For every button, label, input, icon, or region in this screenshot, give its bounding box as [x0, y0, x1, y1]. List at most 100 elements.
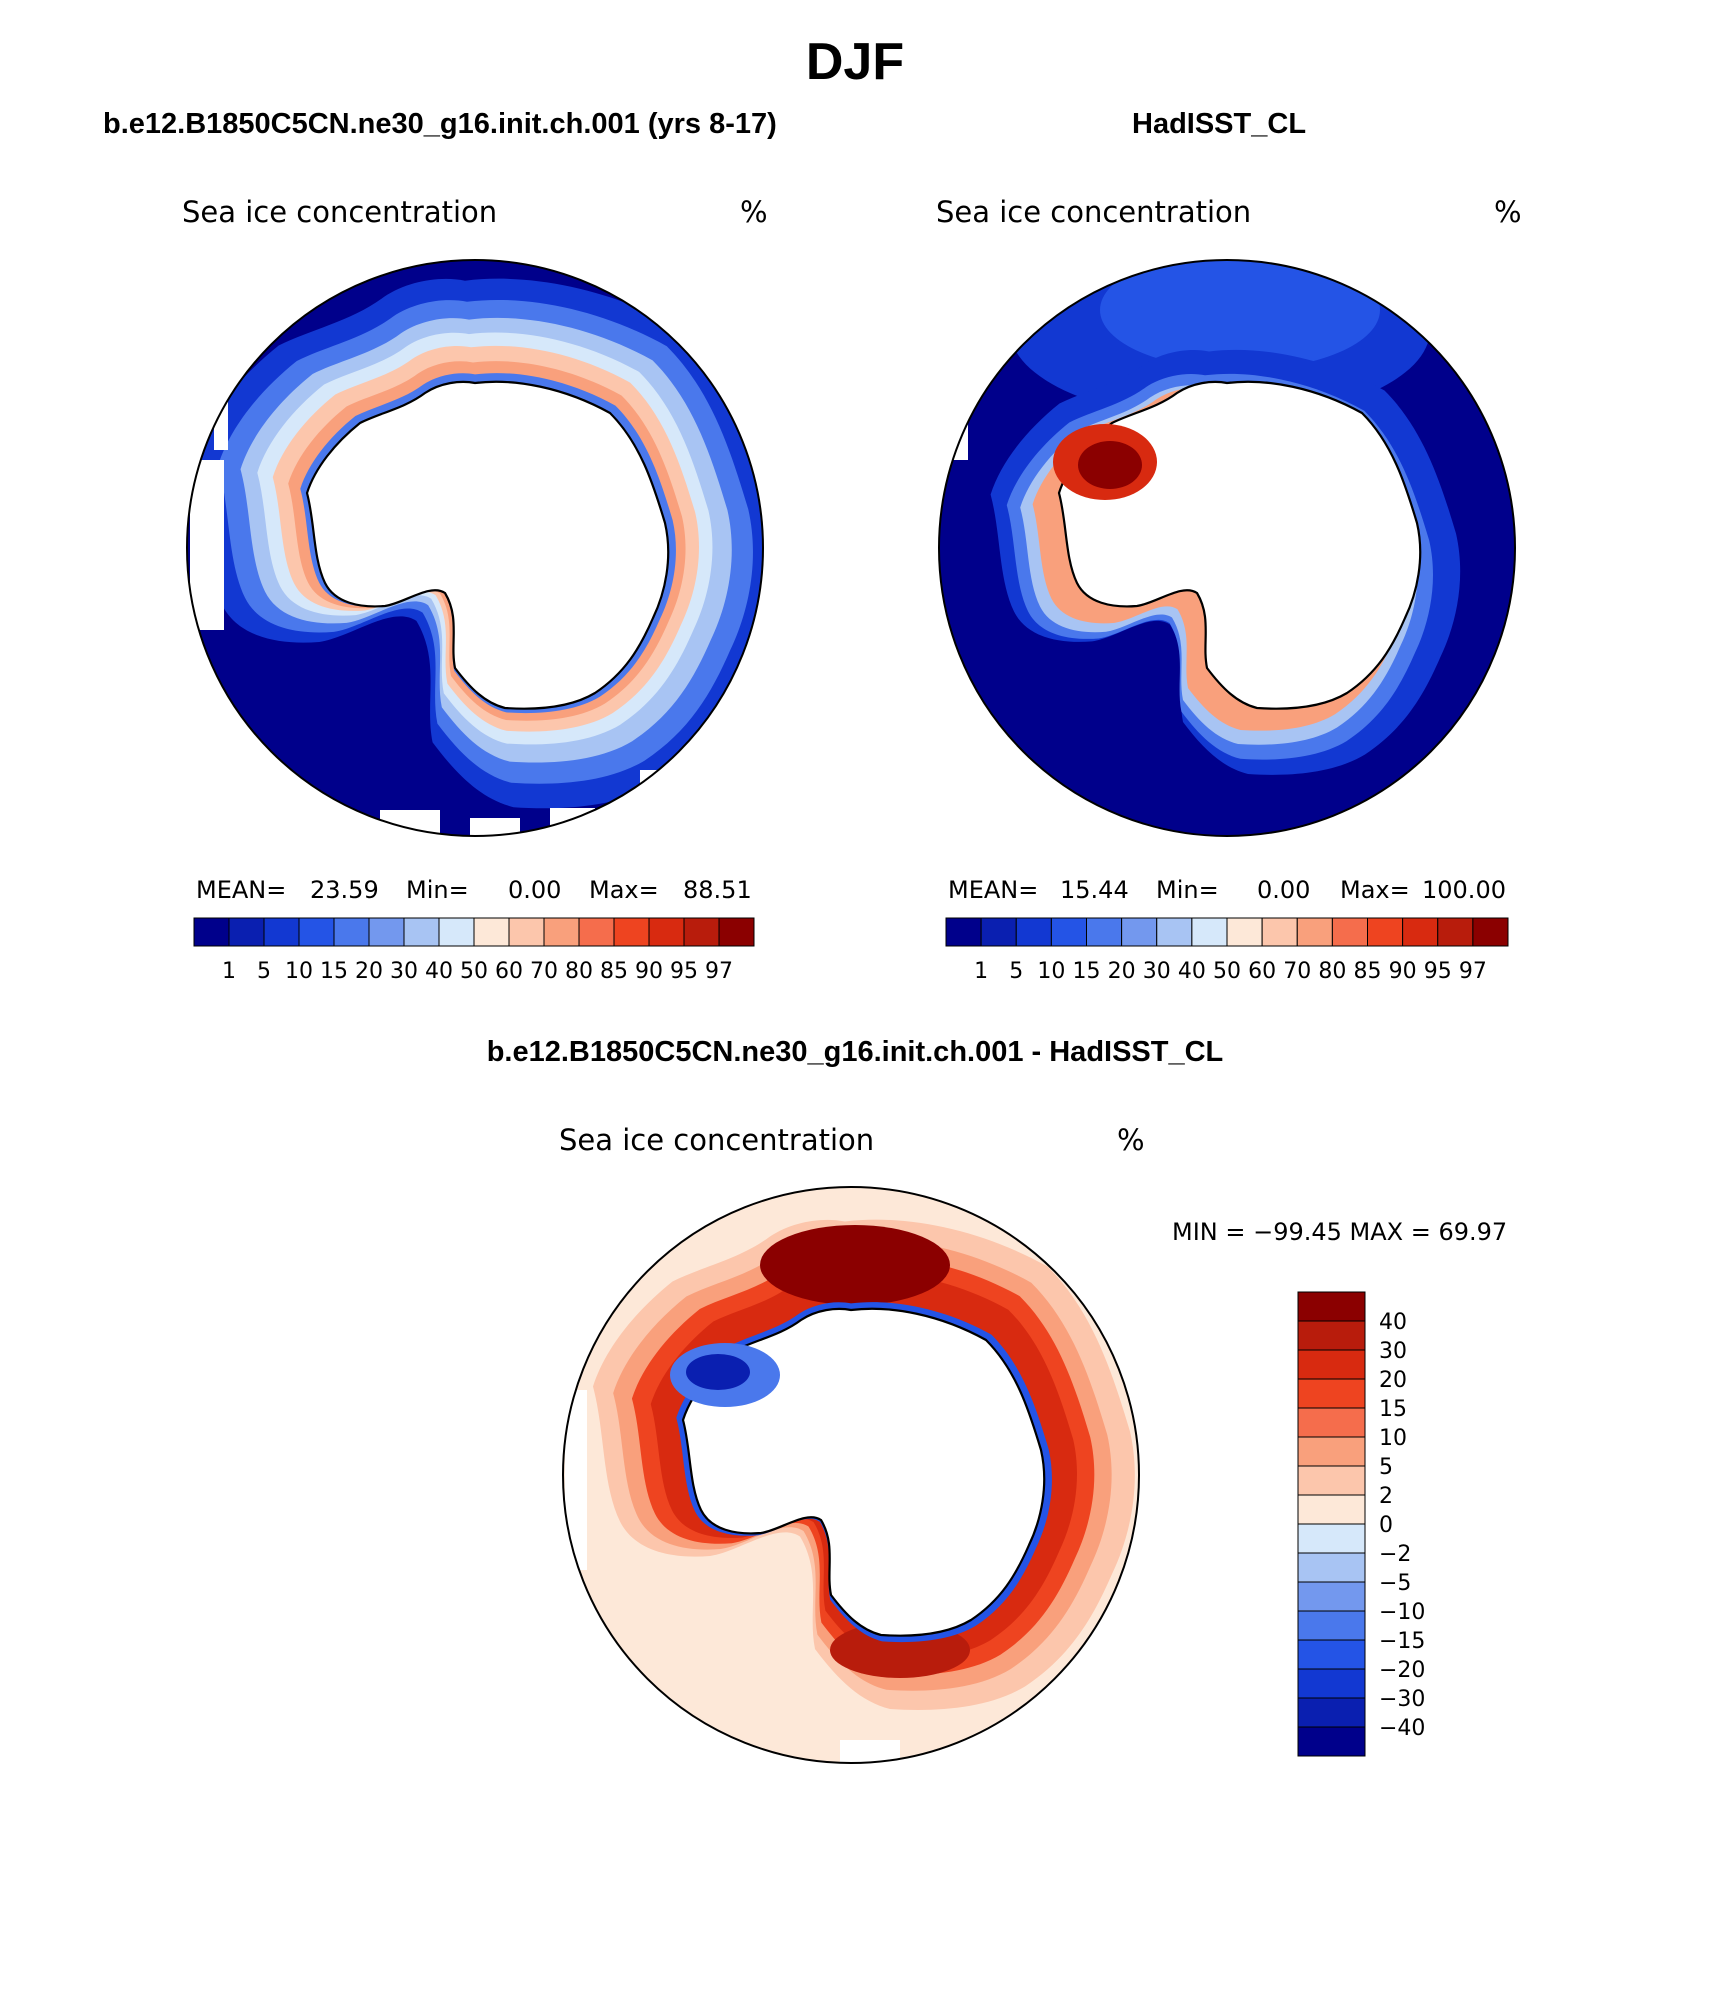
- obs-units-label: %: [1494, 195, 1522, 229]
- model-colorbar-box: [263, 917, 300, 947]
- obs-colorbar-box: [1472, 917, 1509, 947]
- diff-colorbar-box: [1297, 1349, 1366, 1380]
- model-colorbar-tick-label: 5: [257, 959, 271, 984]
- model-min-label: Min=: [406, 876, 469, 904]
- obs-max-value: 100.00: [1422, 876, 1506, 904]
- model-colorbar-tick-label: 50: [460, 959, 488, 984]
- model-colorbar-tick-label: 1: [222, 959, 236, 984]
- model-colorbar-tick-label: 90: [635, 959, 663, 984]
- obs-colorbar-tick-label: 90: [1389, 959, 1417, 984]
- model-colorbar-box: [613, 917, 650, 947]
- obs-colorbar-tick-label: 80: [1318, 959, 1346, 984]
- model-colorbar-box: [403, 917, 440, 947]
- model-mean-label: MEAN=: [196, 876, 286, 904]
- obs-colorbar-tick-label: 50: [1213, 959, 1241, 984]
- diff-colorbar-tick-label: 15: [1379, 1397, 1407, 1422]
- diff-minmax: MIN = −99.45 MAX = 69.97: [1172, 1218, 1507, 1246]
- diff-colorbar-box: [1297, 1697, 1366, 1728]
- obs-colorbar-tick-label: 30: [1143, 959, 1171, 984]
- diff-colorbar-tick-label: 2: [1379, 1484, 1393, 1509]
- diff-colorbar-tick-label: −2: [1379, 1542, 1411, 1567]
- model-max-value: 88.51: [683, 876, 752, 904]
- obs-colorbar-box: [1296, 917, 1333, 947]
- obs-max-label: Max=: [1340, 876, 1410, 904]
- obs-colorbar-tick-label: 97: [1459, 959, 1487, 984]
- model-colorbar: 1 5 10 15 20 30 40 50 60 70 80 85 90 95 97: [193, 917, 755, 984]
- model-colorbar-box: [298, 917, 335, 947]
- page-title: DJF: [805, 33, 905, 91]
- model-colorbar-box: [473, 917, 510, 947]
- model-colorbar-tick-label: 80: [565, 959, 593, 984]
- diff-panel: Sea ice concentration %: [559, 1123, 1507, 1764]
- diff-colorbar-tick-label: 5: [1379, 1455, 1393, 1480]
- diff-colorbar-box: [1297, 1436, 1366, 1467]
- diff-colorbar-tick-label: 10: [1379, 1426, 1407, 1451]
- model-max-label: Max=: [589, 876, 659, 904]
- diff-colorbar-box: [1297, 1407, 1366, 1438]
- diff-colorbar-box: [1297, 1494, 1366, 1525]
- diff-panel-title: b.e12.B1850C5CN.ne30_g16.init.ch.001 - H…: [486, 1036, 1224, 1068]
- model-colorbar-box: [543, 917, 580, 947]
- diff-map: [562, 1186, 1140, 1764]
- obs-colorbar-box: [945, 917, 982, 947]
- obs-panel-title: HadISST_CL: [1132, 108, 1307, 140]
- diff-units-label: %: [1117, 1123, 1145, 1157]
- model-colorbar-tick-label: 95: [670, 959, 698, 984]
- model-colorbar-box: [718, 917, 755, 947]
- obs-colorbar-box: [1367, 917, 1404, 947]
- obs-colorbar-tick-label: 10: [1037, 959, 1065, 984]
- diff-colorbar-tick-label: −30: [1379, 1687, 1425, 1712]
- obs-colorbar-box: [1015, 917, 1052, 947]
- obs-panel: Sea ice concentration % MEA: [936, 195, 1522, 984]
- diff-colorbar-box: [1297, 1291, 1366, 1322]
- model-colorbar-tick-label: 20: [355, 959, 383, 984]
- obs-map: [938, 259, 1516, 837]
- diff-colorbar-tick-label: −5: [1379, 1571, 1411, 1596]
- obs-colorbar-tick-label: 20: [1108, 959, 1136, 984]
- obs-colorbar-box: [1086, 917, 1123, 947]
- diff-colorbar-tick-label: 20: [1379, 1368, 1407, 1393]
- obs-colorbar-box: [1121, 917, 1158, 947]
- obs-colorbar-tick-label: 60: [1248, 959, 1276, 984]
- model-colorbar-tick-label: 40: [425, 959, 453, 984]
- obs-colorbar-tick-label: 40: [1178, 959, 1206, 984]
- model-colorbar-box: [438, 917, 475, 947]
- model-colorbar-tick-label: 30: [390, 959, 418, 984]
- obs-colorbar-tick-label: 15: [1073, 959, 1101, 984]
- model-stats: MEAN= 23.59 Min= 0.00 Max= 88.51: [196, 876, 752, 904]
- obs-colorbar-box: [1156, 917, 1193, 947]
- diff-colorbar-tick-label: −20: [1379, 1658, 1425, 1683]
- diff-colorbar-box: [1297, 1581, 1366, 1612]
- diff-colorbar-box: [1297, 1320, 1366, 1351]
- model-panel: Sea ice concentration %: [182, 195, 768, 984]
- obs-min-label: Min=: [1156, 876, 1219, 904]
- obs-colorbar-box: [980, 917, 1017, 947]
- diff-colorbar-tick-label: −15: [1379, 1629, 1425, 1654]
- obs-mean-value: 15.44: [1060, 876, 1129, 904]
- diff-colorbar-box: [1297, 1726, 1366, 1757]
- diff-colorbar-tick-label: 0: [1379, 1513, 1393, 1538]
- obs-mean-label: MEAN=: [948, 876, 1038, 904]
- model-colorbar-box: [193, 917, 230, 947]
- model-units-label: %: [740, 195, 768, 229]
- diff-colorbar-tick-label: 30: [1379, 1339, 1407, 1364]
- obs-colorbar-box: [1402, 917, 1439, 947]
- model-colorbar-box: [228, 917, 265, 947]
- model-colorbar-box: [333, 917, 370, 947]
- obs-colorbar-tick-label: 70: [1283, 959, 1311, 984]
- obs-colorbar-box: [1437, 917, 1474, 947]
- diff-colorbar-box: [1297, 1523, 1366, 1554]
- model-colorbar-box: [578, 917, 615, 947]
- diff-colorbar-box: [1297, 1378, 1366, 1409]
- model-mean-value: 23.59: [310, 876, 379, 904]
- obs-colorbar-tick-label: 95: [1424, 959, 1452, 984]
- model-colorbar-box: [368, 917, 405, 947]
- model-colorbar-tick-label: 97: [705, 959, 733, 984]
- model-colorbar-tick-label: 85: [600, 959, 628, 984]
- obs-colorbar: 1 5 10 15 20 30 40 50 60 70 80 85 90 95 97: [945, 917, 1509, 984]
- model-colorbar-tick-label: 60: [495, 959, 523, 984]
- model-colorbar-box: [508, 917, 545, 947]
- obs-colorbar-box: [1331, 917, 1368, 947]
